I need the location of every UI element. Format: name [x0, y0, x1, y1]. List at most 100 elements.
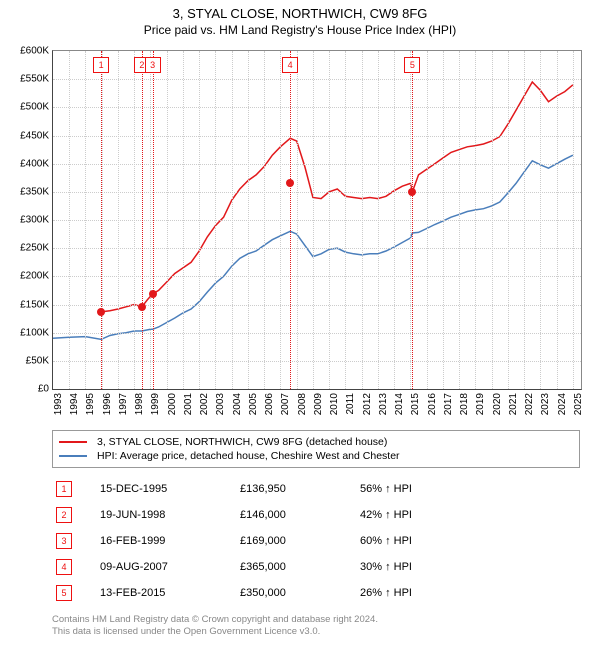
legend-label: 3, STYAL CLOSE, NORTHWICH, CW9 8FG (deta… — [97, 436, 387, 448]
y-axis-label: £450K — [20, 130, 49, 141]
gridline-v — [280, 51, 281, 389]
gridline-h — [53, 192, 581, 193]
x-axis-label: 1994 — [69, 393, 80, 415]
sale-date: 16-FEB-1999 — [100, 535, 240, 547]
sale-date: 13-FEB-2015 — [100, 587, 240, 599]
page-title: 3, STYAL CLOSE, NORTHWICH, CW9 8FG — [0, 0, 600, 21]
sale-number-badge: 1 — [56, 481, 72, 497]
y-axis-label: £550K — [20, 74, 49, 85]
sale-marker-vline — [153, 51, 154, 389]
gridline-v — [443, 51, 444, 389]
sale-pct-vs-hpi: 56% ↑ HPI — [360, 483, 576, 495]
gridline-v — [557, 51, 558, 389]
gridline-h — [53, 333, 581, 334]
y-axis-label: £200K — [20, 271, 49, 282]
gridline-h — [53, 361, 581, 362]
legend-row: 3, STYAL CLOSE, NORTHWICH, CW9 8FG (deta… — [59, 435, 573, 449]
gridline-h — [53, 276, 581, 277]
sale-number-badge: 5 — [56, 585, 72, 601]
sale-marker-dot — [286, 179, 294, 187]
gridline-v — [232, 51, 233, 389]
gridline-v — [215, 51, 216, 389]
gridline-v — [475, 51, 476, 389]
sale-marker-dot — [97, 308, 105, 316]
sale-marker-vline — [412, 51, 413, 389]
sale-marker-vline — [101, 51, 102, 389]
x-axis-label: 2003 — [215, 393, 226, 415]
x-axis-label: 2023 — [540, 393, 551, 415]
y-axis-label: £0 — [38, 384, 49, 395]
x-axis-label: 2022 — [524, 393, 535, 415]
sale-marker-vline — [142, 51, 143, 389]
gridline-v — [573, 51, 574, 389]
sale-price: £136,950 — [240, 483, 360, 495]
x-axis-label: 2016 — [427, 393, 438, 415]
x-axis-label: 1999 — [150, 393, 161, 415]
gridline-v — [85, 51, 86, 389]
sale-marker-box: 5 — [404, 57, 420, 73]
sale-pct-vs-hpi: 30% ↑ HPI — [360, 561, 576, 573]
x-axis-label: 2025 — [573, 393, 584, 415]
page-subtitle: Price paid vs. HM Land Registry's House … — [0, 21, 600, 37]
gridline-v — [459, 51, 460, 389]
footer-line-2: This data is licensed under the Open Gov… — [52, 626, 580, 638]
table-row: 513-FEB-2015£350,00026% ↑ HPI — [52, 580, 580, 606]
table-row: 316-FEB-1999£169,00060% ↑ HPI — [52, 528, 580, 554]
gridline-v — [329, 51, 330, 389]
table-row: 409-AUG-2007£365,00030% ↑ HPI — [52, 554, 580, 580]
sale-date: 15-DEC-1995 — [100, 483, 240, 495]
x-axis-label: 2012 — [362, 393, 373, 415]
sale-marker-box: 1 — [93, 57, 109, 73]
x-axis-label: 2017 — [443, 393, 454, 415]
gridline-v — [69, 51, 70, 389]
legend-row: HPI: Average price, detached house, Ches… — [59, 449, 573, 463]
sale-price: £350,000 — [240, 587, 360, 599]
gridline-v — [297, 51, 298, 389]
gridline-h — [53, 79, 581, 80]
gridline-v — [524, 51, 525, 389]
gridline-h — [53, 220, 581, 221]
gridline-h — [53, 164, 581, 165]
legend-label: HPI: Average price, detached house, Ches… — [97, 450, 400, 462]
y-axis-label: £150K — [20, 299, 49, 310]
x-axis-label: 2015 — [410, 393, 421, 415]
x-axis-label: 2001 — [183, 393, 194, 415]
x-axis-label: 2006 — [264, 393, 275, 415]
x-axis-label: 2013 — [378, 393, 389, 415]
gridline-v — [540, 51, 541, 389]
x-axis-label: 2011 — [345, 393, 356, 415]
sale-marker-vline — [290, 51, 291, 389]
x-axis-label: 2008 — [297, 393, 308, 415]
sale-price: £146,000 — [240, 509, 360, 521]
y-axis-label: £50K — [26, 355, 49, 366]
sale-price: £365,000 — [240, 561, 360, 573]
y-axis-label: £250K — [20, 243, 49, 254]
series-line-property — [101, 82, 573, 312]
x-axis-label: 2020 — [492, 393, 503, 415]
x-axis-label: 2005 — [248, 393, 259, 415]
gridline-v — [508, 51, 509, 389]
y-axis-label: £600K — [20, 46, 49, 57]
sale-pct-vs-hpi: 42% ↑ HPI — [360, 509, 576, 521]
sale-marker-box: 4 — [282, 57, 298, 73]
x-axis-label: 2024 — [557, 393, 568, 415]
y-axis-label: £300K — [20, 215, 49, 226]
gridline-v — [264, 51, 265, 389]
gridline-v — [345, 51, 346, 389]
table-row: 1 15-DEC-1995£136,95056% ↑ HPI — [52, 476, 580, 502]
x-axis-label: 2014 — [394, 393, 405, 415]
gridline-h — [53, 248, 581, 249]
x-axis-label: 1995 — [85, 393, 96, 415]
x-axis-label: 2002 — [199, 393, 210, 415]
gridline-v — [150, 51, 151, 389]
sale-number-badge: 2 — [56, 507, 72, 523]
y-axis-label: £400K — [20, 158, 49, 169]
gridline-v — [410, 51, 411, 389]
gridline-v — [492, 51, 493, 389]
footer-attribution: Contains HM Land Registry data © Crown c… — [52, 614, 580, 639]
sale-pct-vs-hpi: 60% ↑ HPI — [360, 535, 576, 547]
sale-marker-dot — [408, 188, 416, 196]
gridline-v — [313, 51, 314, 389]
sale-date: 09-AUG-2007 — [100, 561, 240, 573]
x-axis-label: 2009 — [313, 393, 324, 415]
